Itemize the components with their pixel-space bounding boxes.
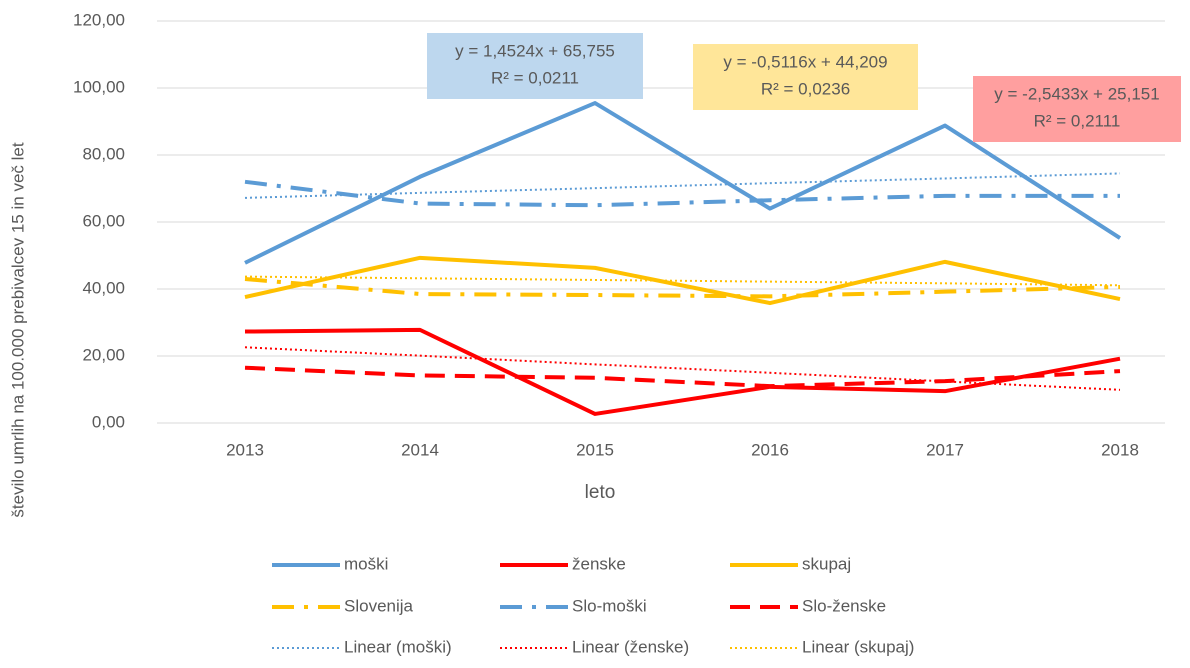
- y-tick-label: 100,00: [73, 77, 125, 96]
- legend-label: ženske: [572, 554, 626, 573]
- annotation-text: y = -0,5116x + 44,209: [723, 52, 887, 71]
- x-tick-label: 2013: [226, 440, 264, 459]
- x-tick-label: 2018: [1101, 440, 1139, 459]
- legend-label: Slo-moški: [572, 596, 647, 615]
- annotation-text: y = 1,4524x + 65,755: [455, 41, 615, 60]
- series-line: [244, 327, 1121, 416]
- annotation-box: [427, 33, 643, 99]
- legend-label: moški: [344, 554, 388, 573]
- series-line: [244, 101, 1122, 265]
- series-line: [244, 276, 1121, 299]
- y-tick-label: 20,00: [82, 345, 125, 364]
- x-tick-label: 2017: [926, 440, 964, 459]
- y-axis-label: število umrlih na 100.000 prebivalcev 15…: [8, 142, 27, 517]
- legend-label: Linear (moški): [344, 637, 452, 656]
- annotation-text: R² = 0,0211: [491, 68, 579, 87]
- annotation-text: R² = 0,0236: [761, 79, 850, 98]
- series-line: [244, 172, 1121, 199]
- x-tick-label: 2015: [576, 440, 614, 459]
- y-tick-label: 0,00: [92, 412, 125, 431]
- legend-label: Slo-ženske: [802, 596, 886, 615]
- series-line: [244, 346, 1121, 391]
- annotation-text: R² = 0,2111: [1034, 111, 1121, 130]
- x-tick-label: 2014: [401, 440, 439, 459]
- x-tick-label: 2016: [751, 440, 789, 459]
- y-tick-label: 80,00: [82, 144, 125, 163]
- series-line: [244, 365, 1121, 389]
- annotation-box: [693, 44, 918, 110]
- y-tick-label: 60,00: [82, 211, 125, 230]
- annotation-box: [973, 76, 1181, 142]
- annotation-text: y = -2,5433x + 25,151: [994, 84, 1159, 103]
- legend-label: skupaj: [802, 554, 851, 573]
- y-tick-label: 40,00: [82, 278, 125, 297]
- legend-label: Slovenija: [344, 596, 414, 615]
- x-axis-label: leto: [585, 482, 616, 503]
- series-line: [244, 179, 1120, 208]
- legend-label: Linear (skupaj): [802, 637, 914, 656]
- series-line: [244, 255, 1121, 306]
- y-tick-label: 120,00: [73, 10, 125, 29]
- series-line: [244, 275, 1121, 287]
- legend-label: Linear (ženske): [572, 637, 689, 656]
